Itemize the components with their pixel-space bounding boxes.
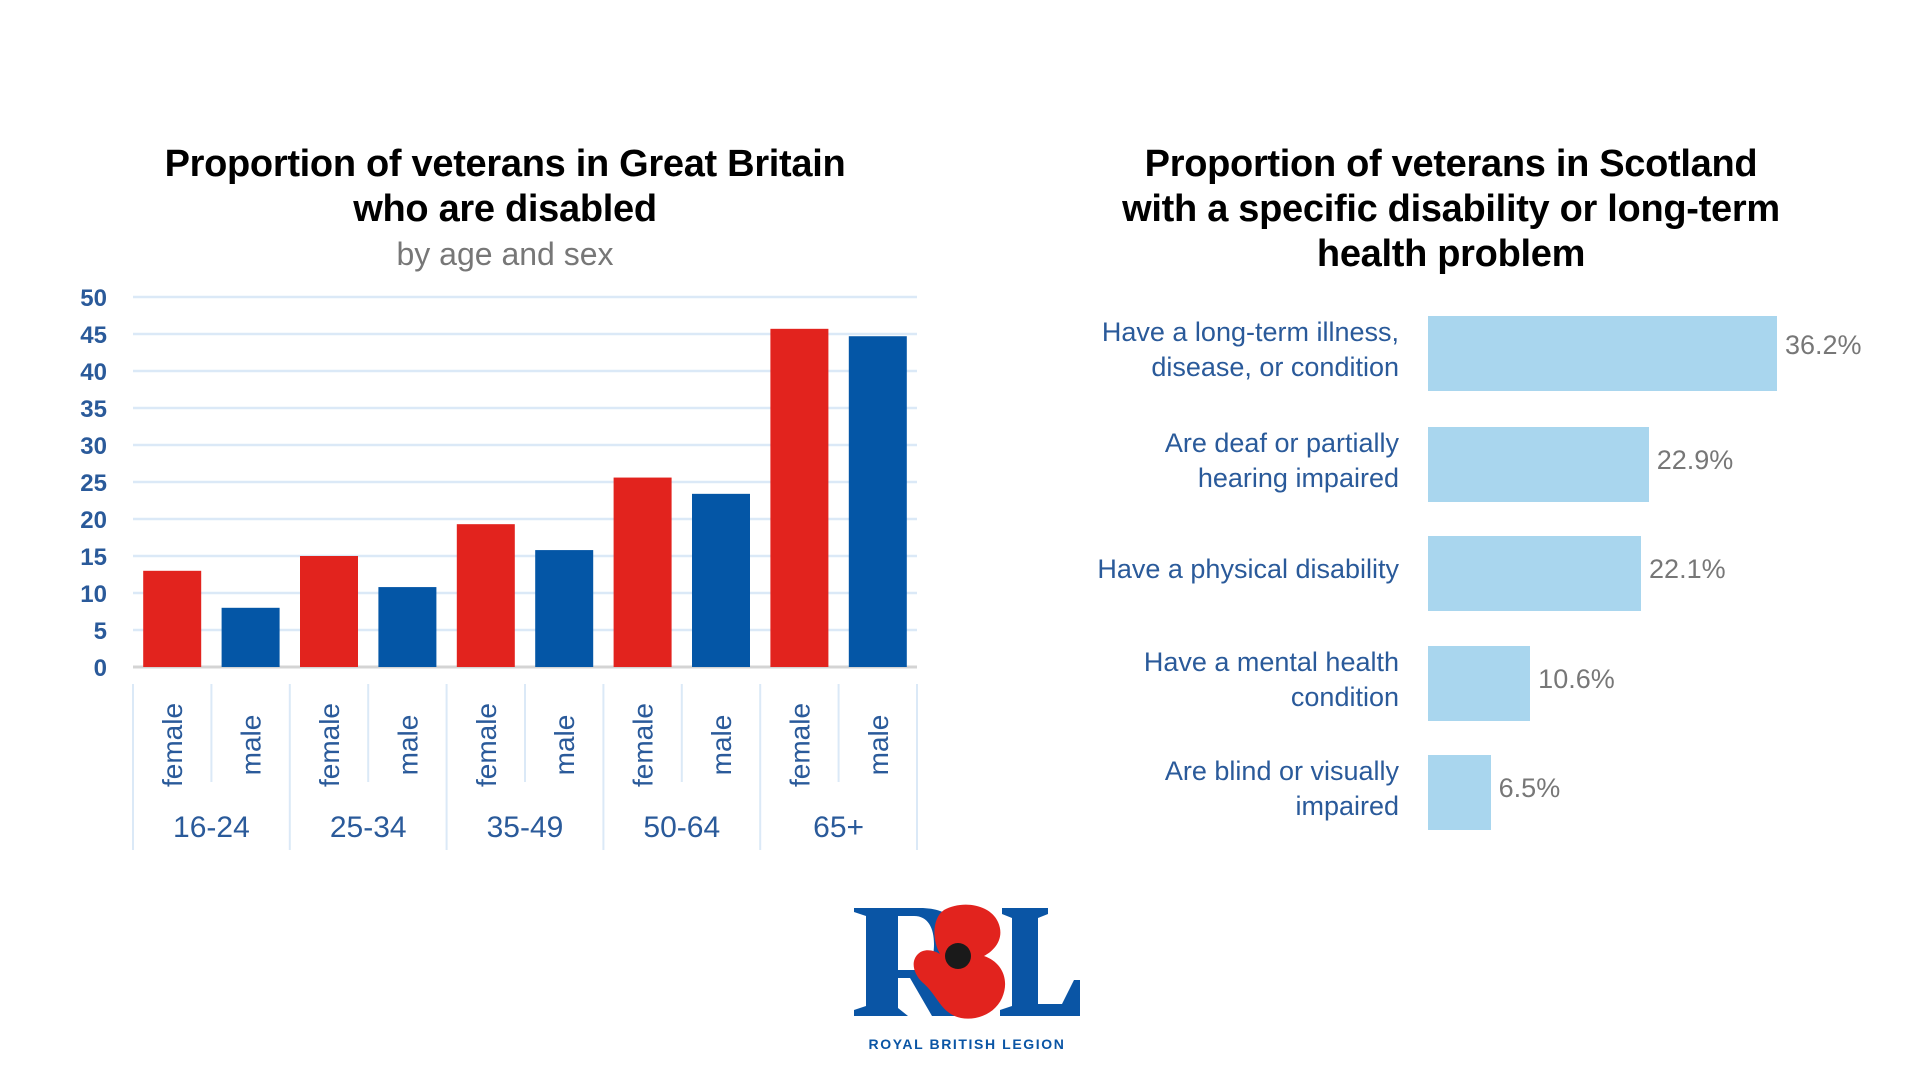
- x-category-label: 35-49: [487, 811, 564, 844]
- rbl-logo: ROYAL BRITISH LEGION: [852, 900, 1082, 1060]
- bar-male-50-64: [692, 493, 750, 667]
- y-tick-label: 15: [80, 544, 107, 571]
- y-tick-label: 50: [80, 285, 107, 312]
- gb-title-line-2: who are disabled: [353, 188, 657, 230]
- scotland-category-label-line: Have a physical disability: [1097, 554, 1399, 584]
- gb-chart-subtitle: by age and sex: [396, 236, 614, 272]
- y-tick-label: 5: [94, 618, 107, 645]
- y-tick-label: 25: [80, 470, 107, 497]
- x-category-label: 65+: [813, 811, 864, 844]
- y-tick-label: 30: [80, 433, 107, 460]
- scotland-bar: [1428, 427, 1649, 502]
- scotland-value-label: 10.6%: [1538, 664, 1615, 694]
- bar-male-65+: [848, 336, 907, 667]
- scotland-category-label-line: Have a long-term illness,: [1101, 316, 1399, 347]
- x-subcategory-label: female: [471, 703, 502, 787]
- poppy-center-icon: [945, 943, 971, 969]
- scotland-title-line-2: with a specific disability or long-term: [1122, 188, 1780, 230]
- scotland-category-label: Have a physical disability: [1040, 552, 1399, 587]
- scotland-title-line-1: Proportion of veterans in Scotland: [1144, 143, 1758, 185]
- x-subcategory-label: male: [236, 715, 267, 776]
- scotland-title-line-3: health problem: [1316, 233, 1586, 275]
- scotland-category-label-line: disease, or condition: [1151, 351, 1399, 382]
- bar-male-35-49: [535, 550, 594, 667]
- scotland-category-label-line: impaired: [1295, 790, 1399, 821]
- scotland-value-label: 6.5%: [1498, 773, 1561, 803]
- gb-title-line-1: Proportion of veterans in Great Britain: [164, 143, 846, 185]
- bar-female-25-34: [300, 556, 358, 667]
- scotland-bar: [1428, 755, 1491, 830]
- y-tick-label: 40: [80, 359, 107, 386]
- x-subcategory-label: female: [628, 703, 659, 787]
- bar-female-50-64: [613, 477, 672, 667]
- x-subcategory-label: male: [549, 715, 580, 776]
- y-tick-label: 45: [80, 322, 107, 349]
- scotland-bar: [1428, 646, 1531, 721]
- bar-female-35-49: [456, 524, 515, 667]
- y-tick-label: 10: [80, 581, 107, 608]
- x-subcategory-label: female: [784, 703, 815, 787]
- scotland-category-label-line: Are deaf or partially: [1164, 427, 1399, 458]
- logo-letter-l: [1000, 908, 1080, 1016]
- x-subcategory-label: male: [863, 715, 894, 776]
- scotland-category-label: Have a mental health condition: [1040, 645, 1399, 715]
- scotland-category-label-line: Have a mental health: [1143, 646, 1399, 677]
- bar-male-16-24: [221, 607, 280, 667]
- scotland-category-label: Have a long-term illness, disease, or con…: [1040, 315, 1399, 385]
- y-tick-label: 20: [80, 507, 107, 534]
- scotland-category-label-line: Are blind or visually: [1164, 755, 1399, 786]
- scotland-value-label: 22.9%: [1656, 445, 1734, 475]
- x-category-label: 50-64: [643, 811, 720, 844]
- scotland-value-label: 36.2%: [1784, 330, 1862, 360]
- scotland-bar: [1428, 536, 1642, 611]
- scotland-category-label-line: condition: [1290, 681, 1399, 712]
- x-category-label: 16-24: [173, 811, 250, 844]
- bar-female-65+: [770, 328, 829, 667]
- y-tick-label: 0: [94, 655, 107, 682]
- bar-female-16-24: [143, 570, 202, 667]
- scotland-chart-title: Proportion of veterans in Scotland with …: [1040, 142, 1862, 277]
- scotland-category-label: Are blind or visually impaired: [1040, 754, 1399, 824]
- logo-text: ROYAL BRITISH LEGION: [868, 1036, 1066, 1052]
- scotland-category-label-line: hearing impaired: [1197, 462, 1399, 493]
- gb-chart-title: Proportion of veterans in Great Britain …: [100, 142, 910, 232]
- scotland-value-label: 22.1%: [1649, 554, 1726, 584]
- x-subcategory-label: female: [157, 703, 188, 787]
- scotland-bar: [1428, 316, 1777, 391]
- scotland-category-label: Are deaf or partially hearing impaired: [1040, 426, 1399, 496]
- y-tick-label: 35: [80, 396, 107, 423]
- x-category-label: 25-34: [330, 811, 407, 844]
- rbl-logo-mark: [854, 904, 1080, 1019]
- x-subcategory-label: female: [314, 703, 345, 787]
- x-subcategory-label: male: [392, 715, 423, 776]
- x-subcategory-label: male: [706, 715, 737, 776]
- bar-male-25-34: [378, 587, 437, 667]
